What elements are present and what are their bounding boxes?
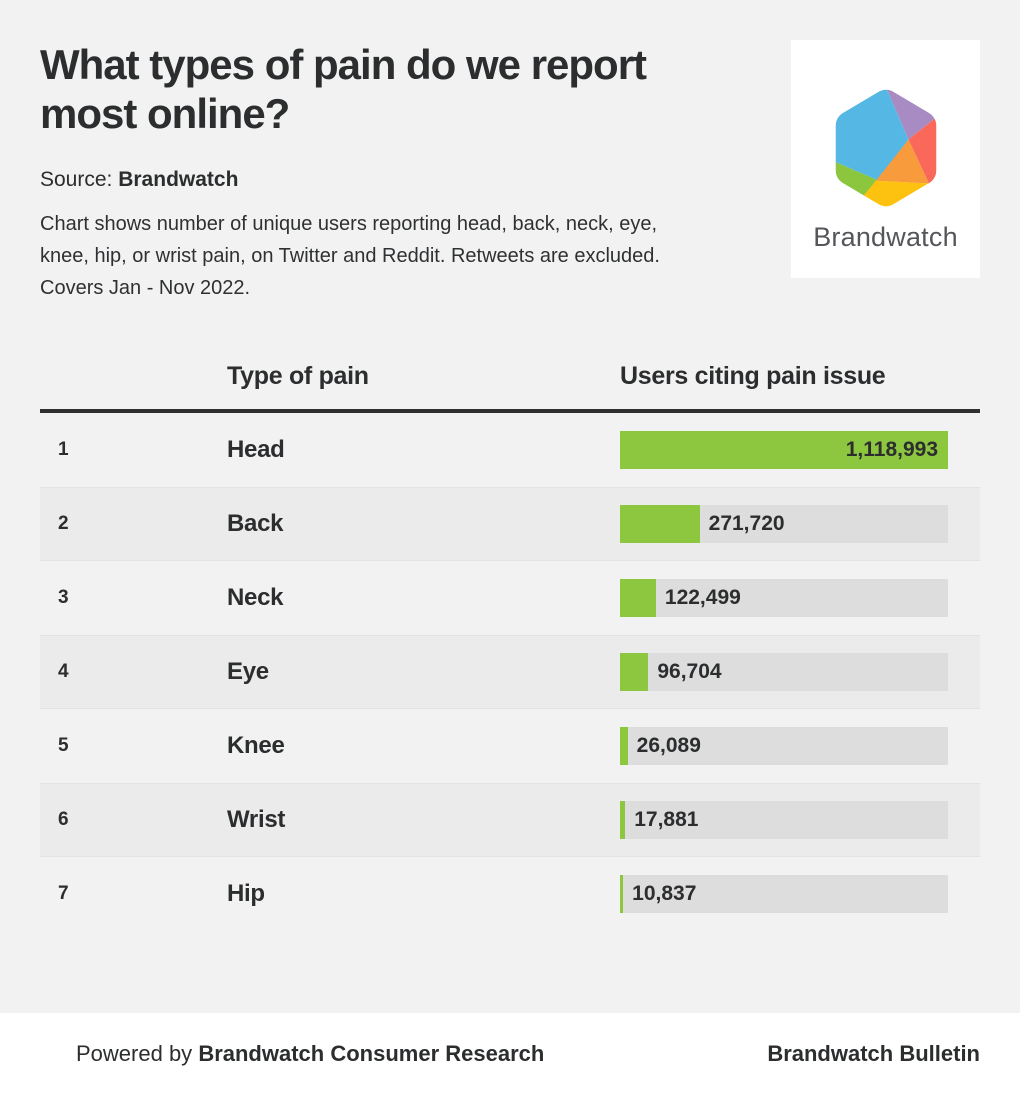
bar-value-label: 1,118,993	[845, 438, 938, 461]
powered-by-brand: Brandwatch Consumer Research	[198, 1040, 545, 1066]
bar-fill	[620, 875, 624, 913]
bar-cell: 17,881	[620, 801, 948, 839]
pain-type-label: Wrist	[227, 806, 286, 833]
pain-type-label: Neck	[227, 584, 284, 611]
bar-track: 96,704	[620, 653, 948, 691]
bar-value-label: 122,499	[664, 586, 741, 609]
table-row: 6 Wrist 17,881	[40, 783, 980, 857]
page-title: What types of pain do we report most onl…	[40, 41, 647, 137]
table-row: 3 Neck 122,499	[40, 561, 980, 635]
powered-by-label: Powered by	[76, 1040, 193, 1066]
rank-number: 3	[58, 587, 69, 608]
bar-cell: 10,837	[620, 875, 948, 913]
brandwatch-logo-tile: Brandwatch	[791, 40, 980, 278]
pain-type-label: Eye	[227, 658, 269, 685]
rank-number: 2	[58, 513, 69, 534]
table-row: 7 Hip 10,837	[40, 857, 980, 931]
rank-number: 7	[58, 883, 69, 904]
rank-number: 5	[58, 735, 69, 756]
bar-track: 271,720	[620, 505, 948, 543]
source-line: Source: Brandwatch	[40, 168, 980, 192]
bar-cell: 122,499	[620, 579, 948, 617]
bar-value-label: 96,704	[657, 660, 722, 683]
infographic-card: What types of pain do we report most onl…	[0, 40, 1020, 931]
bar-track: 122,499	[620, 579, 948, 617]
pain-type-label: Back	[227, 510, 284, 537]
source-value: Brandwatch	[118, 168, 239, 191]
table-row: 5 Knee 26,089	[40, 709, 980, 783]
brandwatch-hexagon-icon	[835, 89, 936, 207]
bar-fill	[620, 801, 626, 839]
rank-number: 6	[58, 809, 69, 830]
bar-fill	[620, 727, 628, 765]
table-row: 4 Eye 96,704	[40, 635, 980, 709]
pain-table-rows: 1 Head 1,118,993 2 Back 271,720 3 Neck 122,499 4 E…	[40, 413, 980, 931]
table-header: Type of pain Users citing pain issue	[40, 362, 980, 392]
bar-value-label: 17,881	[634, 808, 699, 831]
bar-fill	[620, 431, 948, 469]
table-row: 2 Back 271,720	[40, 487, 980, 561]
bar-fill	[620, 579, 656, 617]
rank-number: 1	[58, 439, 69, 460]
bar-value-label: 10,837	[632, 882, 697, 905]
bar-cell: 271,720	[620, 505, 948, 543]
bar-track: 26,089	[620, 727, 948, 765]
pain-type-label: Head	[227, 436, 285, 463]
rank-number: 4	[58, 661, 69, 682]
brandwatch-wordmark: Brandwatch	[813, 222, 958, 252]
bar-cell: 26,089	[620, 727, 948, 765]
bar-value-label: 271,720	[708, 512, 785, 535]
bar-fill	[620, 505, 700, 543]
bar-cell: 1,118,993	[620, 431, 948, 469]
chart-description: Chart shows number of unique users repor…	[40, 213, 660, 299]
column-header-users: Users citing pain issue	[620, 362, 886, 390]
pain-type-label: Hip	[227, 880, 265, 907]
bar-value-label: 26,089	[636, 734, 701, 757]
pain-type-label: Knee	[227, 732, 285, 759]
table-row: 1 Head 1,118,993	[40, 413, 980, 487]
header-divider-rule	[40, 409, 980, 413]
bar-track: 17,881	[620, 801, 948, 839]
bar-track: 10,837	[620, 875, 948, 913]
source-label: Source:	[40, 168, 113, 191]
bar-fill	[620, 653, 649, 691]
bar-track: 1,118,993	[620, 431, 948, 469]
column-header-type-of-pain: Type of pain	[227, 362, 369, 390]
bar-cell: 96,704	[620, 653, 948, 691]
